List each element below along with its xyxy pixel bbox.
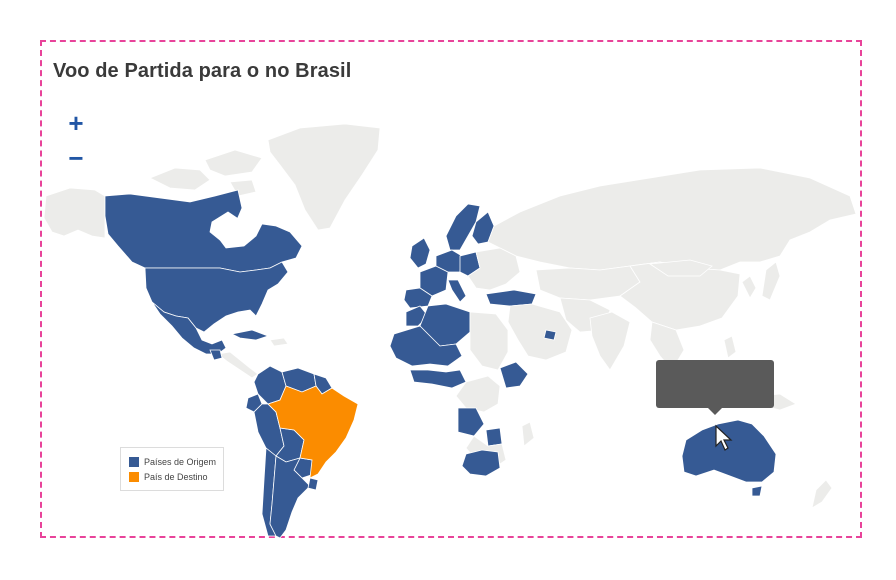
guatemala[interactable]	[209, 349, 223, 361]
tanzania[interactable]	[485, 427, 503, 447]
korea-japan[interactable]	[741, 261, 781, 301]
legend-destination: País de Destino	[129, 472, 208, 482]
legend-destination-label: País de Destino	[144, 472, 208, 482]
middle-east[interactable]	[507, 303, 573, 361]
turkey[interactable]	[485, 289, 537, 307]
legend-origin-label: Países de Origem	[144, 457, 217, 467]
nigeria-ghana[interactable]	[409, 369, 467, 389]
south-africa[interactable]	[461, 449, 501, 477]
hispaniola[interactable]	[269, 337, 289, 347]
philippines[interactable]	[723, 335, 737, 359]
alaska[interactable]	[43, 187, 106, 239]
italy[interactable]	[447, 279, 467, 303]
canada[interactable]	[104, 189, 303, 273]
map-legend: Países de Origem País de Destino	[120, 447, 224, 491]
brazil[interactable]	[267, 385, 359, 479]
russia[interactable]	[487, 167, 857, 271]
united-states[interactable]	[144, 261, 289, 333]
map-frame	[40, 40, 862, 538]
destination-swatch	[129, 472, 139, 482]
qatar-uae[interactable]	[543, 329, 557, 341]
canadian-arctic-islands[interactable]	[149, 149, 263, 197]
argentina[interactable]	[269, 455, 311, 539]
mexico[interactable]	[151, 301, 227, 355]
madagascar[interactable]	[521, 421, 535, 447]
india[interactable]	[589, 311, 631, 371]
central-america[interactable]	[217, 351, 259, 379]
uruguay[interactable]	[307, 477, 319, 491]
eastern-europe[interactable]	[467, 247, 521, 291]
greenland[interactable]	[267, 123, 381, 231]
ethiopia[interactable]	[499, 361, 529, 389]
mouse-cursor-icon	[715, 424, 733, 451]
legend-origin: Países de Origem	[129, 457, 216, 467]
tasmania[interactable]	[751, 485, 763, 497]
zoom-in-button[interactable]: +	[68, 108, 84, 138]
tooltip-arrow	[707, 407, 723, 415]
zoom-out-button[interactable]: −	[68, 143, 84, 173]
australia[interactable]	[681, 419, 777, 483]
hudson-bay	[209, 211, 241, 241]
uk-ireland[interactable]	[409, 237, 431, 269]
central-africa[interactable]	[455, 375, 501, 413]
cuba[interactable]	[230, 329, 270, 341]
map-title: Voo de Partida para o no Brasil	[53, 60, 352, 82]
map-tooltip	[656, 360, 774, 408]
west-africa-sahel[interactable]	[389, 325, 463, 367]
egypt-sudan[interactable]	[469, 311, 509, 371]
mongolia[interactable]	[648, 259, 713, 277]
new-zealand[interactable]	[811, 479, 833, 509]
origin-swatch	[129, 457, 139, 467]
angola[interactable]	[457, 407, 485, 437]
